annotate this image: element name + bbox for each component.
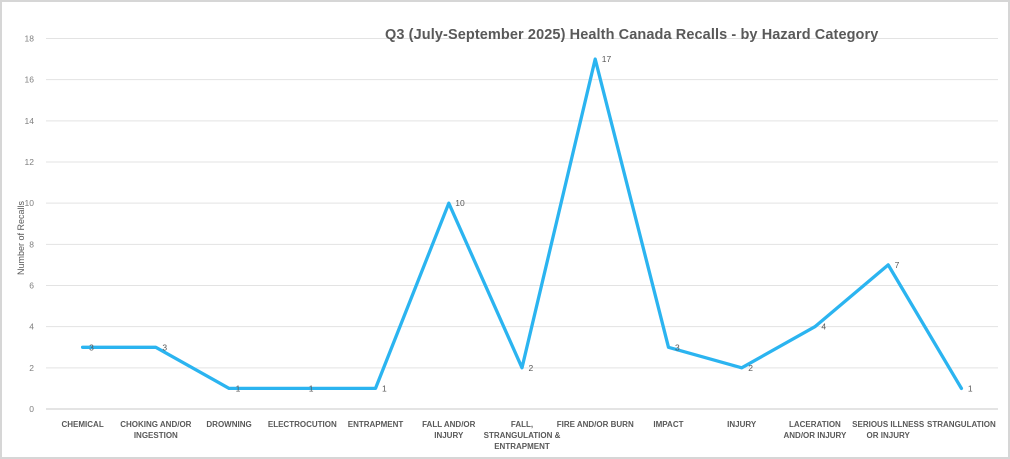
data-point-label: 2 — [529, 363, 534, 373]
x-category-label: ELECTROCUTION — [268, 420, 337, 429]
chart-title: Q3 (July-September 2025) Health Canada R… — [385, 27, 879, 43]
data-point-label: 10 — [455, 198, 465, 208]
x-category-label: FALL, STRANGULATION & ENTRAPMENT — [484, 420, 561, 451]
data-point-label: 17 — [602, 54, 612, 64]
y-tick-label: 12 — [25, 157, 35, 167]
y-tick-label: 10 — [25, 198, 35, 208]
data-point-label: 1 — [968, 383, 973, 393]
y-tick-label: 18 — [25, 34, 35, 44]
data-point-label: 1 — [309, 383, 314, 393]
data-point-label: 1 — [382, 383, 387, 393]
x-category-label: CHEMICAL — [62, 420, 104, 429]
data-point-label: 3 — [162, 342, 167, 352]
data-point-label: 1 — [236, 383, 241, 393]
data-point-label: 7 — [895, 260, 900, 270]
y-tick-label: 8 — [29, 239, 34, 249]
y-axis-title: Number of Recalls — [16, 200, 26, 276]
x-category-label: FALL AND/OR INJURY — [422, 420, 476, 440]
y-tick-label: 14 — [25, 116, 35, 126]
series-line — [80, 57, 964, 391]
y-tick-label: 4 — [29, 322, 34, 332]
x-category-label: IMPACT — [653, 420, 683, 429]
data-point-label: 3 — [89, 342, 94, 352]
data-point-label: 2 — [748, 363, 753, 373]
y-tick-label: 6 — [29, 281, 34, 291]
x-category-label: LACERATION AND/OR INJURY — [784, 420, 847, 440]
x-category-label: CHOKING AND/OR INGESTION — [120, 420, 191, 440]
data-point-label: 4 — [821, 322, 826, 332]
x-category-label: ENTRAPMENT — [348, 420, 404, 429]
x-category-label: FIRE AND/OR BURN — [557, 420, 634, 429]
y-tick-label: 16 — [25, 75, 35, 85]
y-tick-label: 0 — [29, 404, 34, 414]
x-category-label: DROWNING — [206, 420, 251, 429]
x-category-label: STRANGULATION — [927, 420, 996, 429]
y-tick-label: 2 — [29, 363, 34, 373]
x-category-label: INJURY — [727, 420, 757, 429]
data-point-label: 3 — [675, 342, 680, 352]
x-category-label: SERIOUS ILLNESS OR INJURY — [852, 420, 925, 440]
